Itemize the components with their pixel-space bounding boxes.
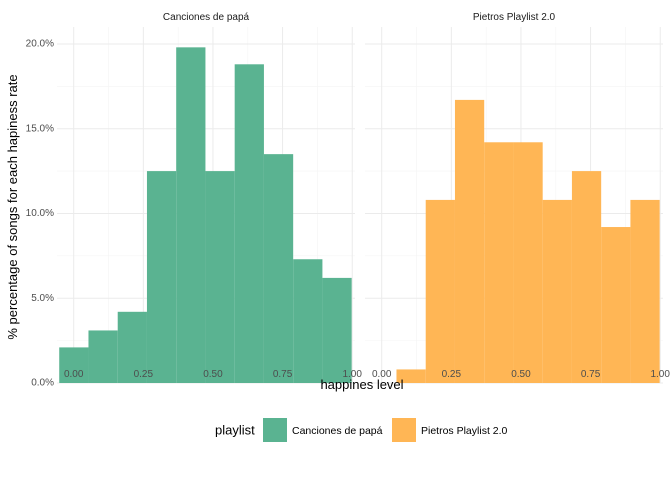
histogram-bar <box>263 154 294 383</box>
y-tick-label: 0.0% <box>31 378 54 389</box>
legend-key-canciones-de-papa <box>263 418 287 442</box>
histogram-bar <box>176 47 206 383</box>
legend: playlist Canciones de papá Pietros Playl… <box>215 418 508 442</box>
histogram-bar <box>293 259 323 383</box>
histogram-bar <box>234 64 264 384</box>
legend-key-pietros-playlist <box>392 418 416 442</box>
facet-title-canciones-de-papa: Canciones de papá <box>163 12 250 23</box>
x-tick-label: 0.50 <box>511 369 531 380</box>
y-axis-title: % percentage of songs for each hapiness … <box>5 74 20 339</box>
x-tick-label: 1.00 <box>342 369 362 380</box>
y-tick-label: 20.0% <box>26 39 54 50</box>
histogram-bar <box>454 99 485 384</box>
histogram-bar <box>59 347 89 383</box>
legend-title: playlist <box>215 422 255 437</box>
histogram-bar <box>117 311 147 383</box>
facet-panels: Canciones de papá 0.00 0.25 0.50 0.75 1.00 0.0… <box>26 12 671 389</box>
y-tick-label: 10.0% <box>26 208 54 219</box>
y-tick-label: 5.0% <box>31 293 54 304</box>
histogram-bar <box>571 171 602 383</box>
legend-label-pietros-playlist: Pietros Playlist 2.0 <box>421 425 508 437</box>
x-tick-label: 0.75 <box>273 369 293 380</box>
histogram-bar <box>425 199 455 383</box>
histogram-bar <box>601 227 631 383</box>
x-tick-label: 1.00 <box>650 369 670 380</box>
histogram-bar <box>513 142 543 383</box>
histogram-bar <box>205 171 235 383</box>
histogram-bar <box>146 171 177 383</box>
x-tick-label: 0.00 <box>64 369 84 380</box>
y-tick-label: 15.0% <box>26 123 54 134</box>
histogram-bar <box>396 369 426 383</box>
x-tick-label: 0.50 <box>203 369 223 380</box>
x-tick-label: 0.25 <box>442 369 462 380</box>
x-tick-label: 0.00 <box>372 369 392 380</box>
histogram-bar <box>630 199 660 383</box>
panel-canciones-de-papa: Canciones de papá 0.00 0.25 0.50 0.75 1.00 0.0… <box>26 12 363 389</box>
panel-pietros-playlist-2-0: Pietros Playlist 2.0 0.00 0.25 0.50 0.75 1.00 <box>365 12 670 384</box>
legend-label-canciones-de-papa: Canciones de papá <box>292 425 383 437</box>
x-axis-title: happines level <box>320 377 403 392</box>
histogram-bar <box>542 199 572 383</box>
histogram-bar <box>322 277 352 383</box>
x-tick-label: 0.75 <box>581 369 601 380</box>
x-tick-label: 0.25 <box>134 369 154 380</box>
histogram-bar <box>484 142 514 383</box>
facet-title-pietros-playlist-2-0: Pietros Playlist 2.0 <box>473 12 556 23</box>
histogram-bar <box>88 330 118 383</box>
